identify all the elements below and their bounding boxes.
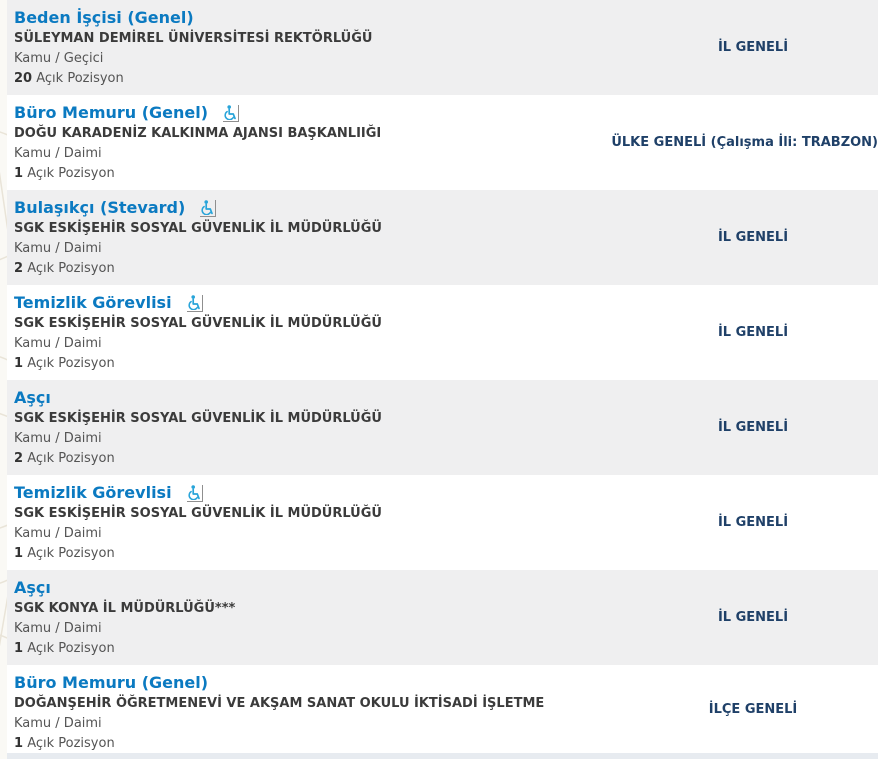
job-listing-row[interactable]: Temizlik Görevlisi SGK ESKİŞEHİR SOSYAL …: [7, 285, 878, 380]
open-positions-label: Açık Pozisyon: [27, 356, 115, 371]
employer-name: SGK KONYA İL MÜDÜRLÜĞÜ***: [14, 601, 236, 616]
employment-type-label: Kamu / Daimi: [14, 431, 102, 446]
job-listing-main: Büro Memuru (Genel) DOĞANŞEHİR ÖĞRETMENE…: [7, 665, 628, 753]
open-positions-label: Açık Pozisyon: [27, 736, 115, 751]
employer-name: SGK ESKİŞEHİR SOSYAL GÜVENLİK İL MÜDÜRLÜ…: [14, 221, 382, 236]
job-scope-label: İL GENELİ: [717, 325, 789, 340]
job-listing-row[interactable]: Büro Memuru (Genel) DOĞANŞEHİR ÖĞRETMENE…: [7, 665, 878, 753]
job-scope-label: İLÇE GENELİ: [708, 701, 798, 717]
open-positions-count: 1: [14, 166, 24, 181]
open-positions-label: Açık Pozisyon: [27, 546, 115, 561]
wheelchair-icon: [200, 200, 217, 217]
job-scope-label: İL GENELİ: [717, 230, 789, 245]
open-positions: 20 Açık Pozisyon: [14, 69, 628, 89]
employment-type-label: Kamu / Geçici: [14, 51, 104, 66]
open-positions: 1 Açık Pozisyon: [14, 639, 628, 659]
job-title-link[interactable]: Temizlik Görevlisi: [14, 293, 172, 312]
job-title-link[interactable]: Beden İşçisi (Genel): [14, 8, 194, 27]
job-title-link[interactable]: Temizlik Görevlisi: [14, 483, 172, 502]
open-positions-count: 20: [14, 71, 33, 86]
job-listing-main: Temizlik Görevlisi SGK ESKİŞEHİR SOSYAL …: [7, 475, 628, 570]
employment-type-label: Kamu / Daimi: [14, 621, 102, 636]
open-positions-count: 1: [14, 546, 24, 561]
employer-name: SGK ESKİŞEHİR SOSYAL GÜVENLİK İL MÜDÜRLÜ…: [14, 506, 382, 521]
employer-name: SÜLEYMAN DEMİREL ÜNİVERSİTESİ REKTÖRLÜĞÜ: [14, 31, 373, 46]
employer-name: SGK ESKİŞEHİR SOSYAL GÜVENLİK İL MÜDÜRLÜ…: [14, 411, 382, 426]
wheelchair-icon: [186, 295, 203, 312]
open-positions-label: Açık Pozisyon: [27, 166, 115, 181]
job-listing-row[interactable]: Aşçı SGK ESKİŞEHİR SOSYAL GÜVENLİK İL MÜ…: [7, 380, 878, 475]
open-positions-count: 1: [14, 641, 24, 656]
job-scope-label: İL GENELİ: [717, 515, 789, 530]
open-positions: 1 Açık Pozisyon: [14, 734, 628, 753]
job-listing-main: Bulaşıkçı (Stevard) SGK ESKİŞEHİR SOSYAL…: [7, 190, 628, 285]
employer-name: SGK ESKİŞEHİR SOSYAL GÜVENLİK İL MÜDÜRLÜ…: [14, 316, 382, 331]
job-listing-row[interactable]: Aşçı SGK KONYA İL MÜDÜRLÜĞÜ*** Kamu / Da…: [7, 570, 878, 665]
job-scope-label: İL GENELİ: [717, 610, 789, 625]
open-positions-count: 2: [14, 451, 24, 466]
wheelchair-icon: [186, 485, 203, 502]
open-positions-count: 1: [14, 736, 24, 751]
job-title-link[interactable]: Aşçı: [14, 578, 51, 597]
open-positions: 2 Açık Pozisyon: [14, 259, 628, 279]
open-positions-label: Açık Pozisyon: [27, 451, 115, 466]
job-scope-label: İL GENELİ: [717, 420, 789, 435]
job-listing-row[interactable]: Bulaşıkçı (Stevard) SGK ESKİŞEHİR SOSYAL…: [7, 190, 878, 285]
open-positions: 1 Açık Pozisyon: [14, 354, 628, 374]
job-listing-row[interactable]: Beden İşçisi (Genel) SÜLEYMAN DEMİREL ÜN…: [7, 0, 878, 95]
job-title-link[interactable]: Büro Memuru (Genel): [14, 103, 209, 122]
employment-type-label: Kamu / Daimi: [14, 336, 102, 351]
job-list: Beden İşçisi (Genel) SÜLEYMAN DEMİREL ÜN…: [7, 0, 878, 753]
job-listing-main: Temizlik Görevlisi SGK ESKİŞEHİR SOSYAL …: [7, 285, 628, 380]
open-positions-count: 1: [14, 356, 24, 371]
job-title-link[interactable]: Bulaşıkçı (Stevard): [14, 198, 186, 217]
job-listing-main: Beden İşçisi (Genel) SÜLEYMAN DEMİREL ÜN…: [7, 0, 628, 95]
employment-type-label: Kamu / Daimi: [14, 146, 102, 161]
next-row-strip: [7, 753, 878, 759]
job-title-link[interactable]: Aşçı: [14, 388, 51, 407]
job-listing-row[interactable]: Temizlik Görevlisi SGK ESKİŞEHİR SOSYAL …: [7, 475, 878, 570]
wheelchair-icon: [223, 105, 240, 122]
employer-name: DOĞU KARADENİZ KALKINMA AJANSI BAŞKANLII…: [14, 126, 382, 141]
job-listing-main: Aşçı SGK ESKİŞEHİR SOSYAL GÜVENLİK İL MÜ…: [7, 380, 628, 475]
open-positions-count: 2: [14, 261, 24, 276]
employer-name: DOĞANŞEHİR ÖĞRETMENEVİ VE AKŞAM SANAT OK…: [14, 696, 545, 711]
open-positions: 1 Açık Pozisyon: [14, 164, 611, 184]
open-positions: 1 Açık Pozisyon: [14, 544, 628, 564]
open-positions-label: Açık Pozisyon: [27, 261, 115, 276]
employment-type-label: Kamu / Daimi: [14, 241, 102, 256]
employment-type-label: Kamu / Daimi: [14, 526, 102, 541]
open-positions-label: Açık Pozisyon: [36, 71, 124, 86]
job-title-link[interactable]: Büro Memuru (Genel): [14, 673, 209, 692]
open-positions-label: Açık Pozisyon: [27, 641, 115, 656]
employment-type-label: Kamu / Daimi: [14, 716, 102, 731]
open-positions: 2 Açık Pozisyon: [14, 449, 628, 469]
job-scope-label: ÜLKE GENELİ (Çalışma İli: TRABZON): [611, 135, 878, 150]
job-listing-main: Aşçı SGK KONYA İL MÜDÜRLÜĞÜ*** Kamu / Da…: [7, 570, 628, 665]
job-listing-main: Büro Memuru (Genel) DOĞU KARADENİZ KALKI…: [7, 95, 611, 190]
job-scope-label: İL GENELİ: [717, 40, 789, 55]
job-listing-row[interactable]: Büro Memuru (Genel) DOĞU KARADENİZ KALKI…: [7, 95, 878, 190]
